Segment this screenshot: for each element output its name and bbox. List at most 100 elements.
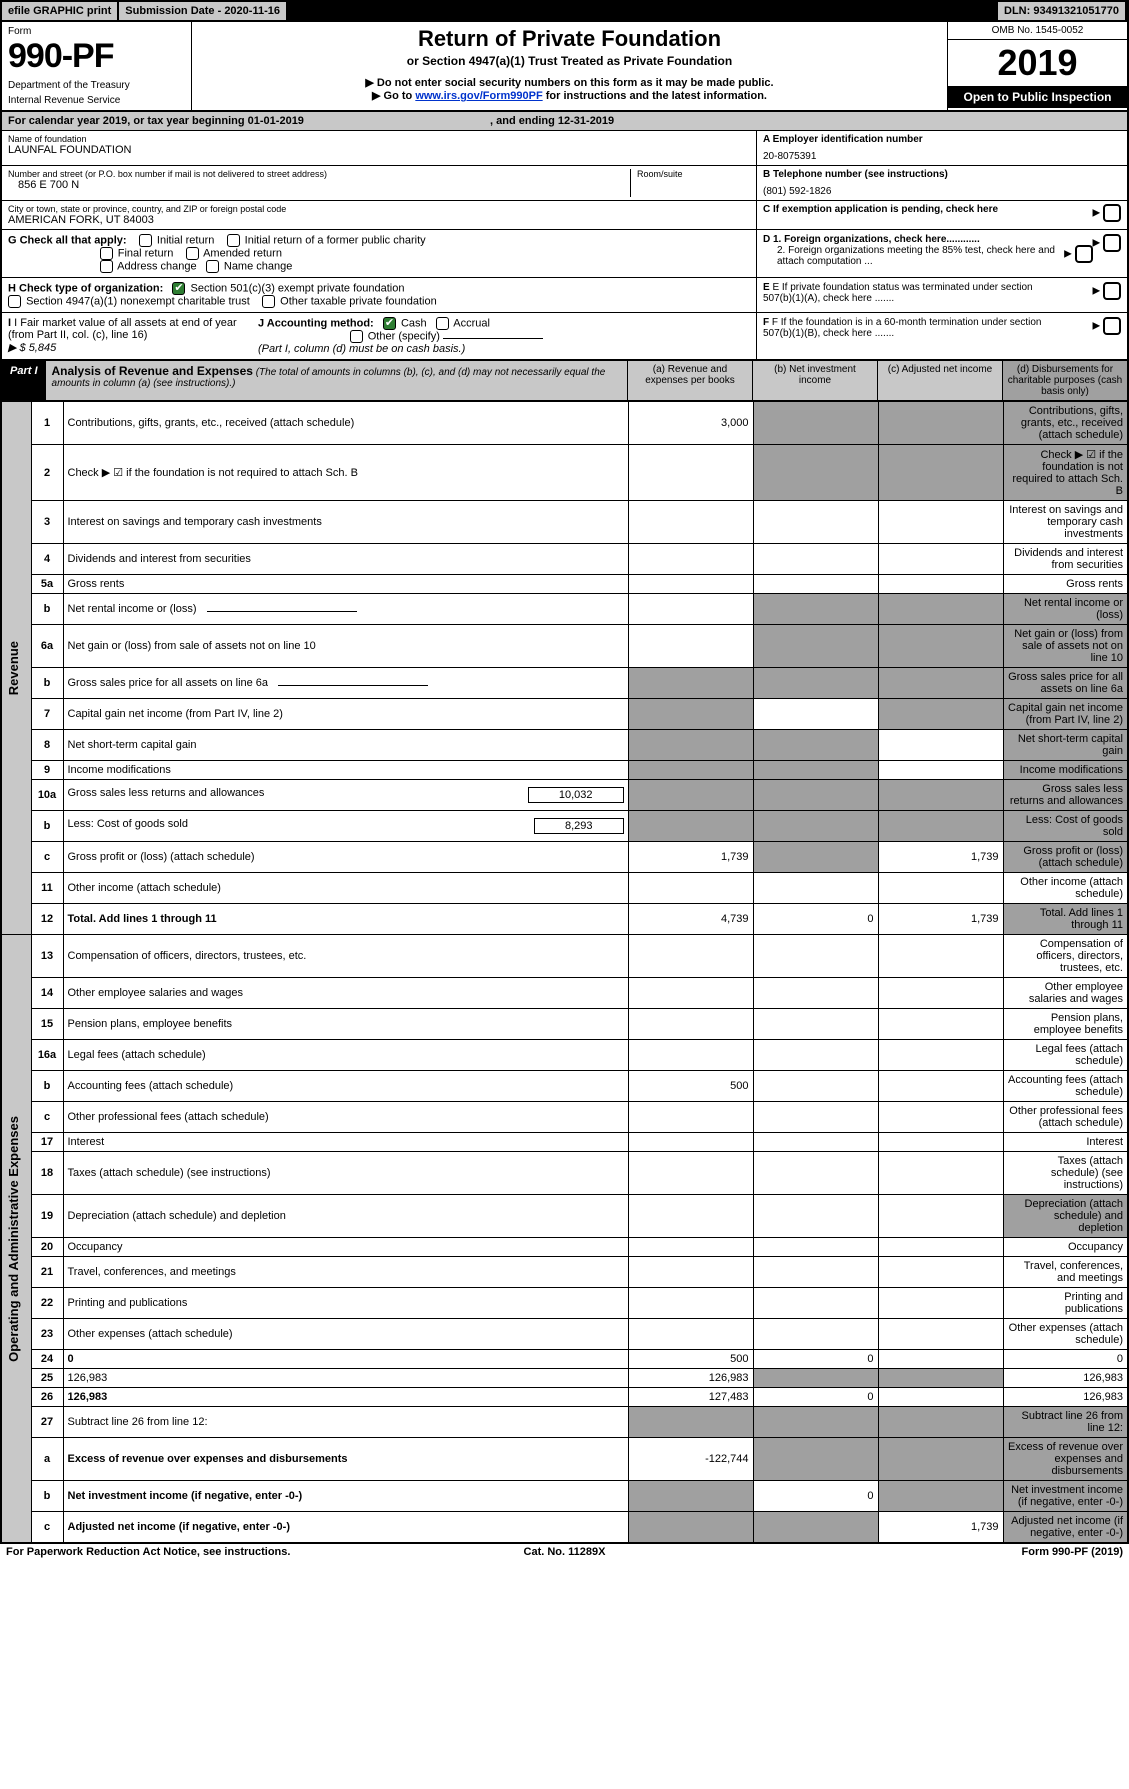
row-number: 11 [31,873,63,904]
form-note2: ▶ Go to www.irs.gov/Form990PF for instru… [202,89,937,102]
cell-b [753,1407,878,1438]
cell-d: Other employee salaries and wages [1003,978,1128,1009]
row-number: 4 [31,544,63,575]
table-row: bLess: Cost of goods sold8,293Less: Cost… [1,811,1128,842]
check-other-method[interactable] [350,330,363,343]
row-desc: Net gain or (loss) from sale of assets n… [63,625,628,668]
table-row: 26126,983127,4830126,983 [1,1388,1128,1407]
section-label: Revenue [1,402,31,935]
row-number: b [31,1071,63,1102]
cell-c [878,1288,1003,1319]
table-row: 20OccupancyOccupancy [1,1238,1128,1257]
row-desc: Adjusted net income (if negative, enter … [63,1512,628,1543]
row-desc: Subtract line 26 from line 12: [63,1407,628,1438]
cell-a [628,544,753,575]
cell-b [753,811,878,842]
cell-a [628,780,753,811]
cell-a [628,1009,753,1040]
check-c[interactable] [1103,204,1121,222]
ij-cell: I I Fair market value of all assets at e… [2,313,757,360]
table-row: 17InterestInterest [1,1133,1128,1152]
cell-a [628,1238,753,1257]
irs-link[interactable]: www.irs.gov/Form990PF [415,90,542,102]
col-b-header: (b) Net investment income [752,361,877,400]
check-initial-former[interactable] [227,234,240,247]
check-d1[interactable] [1103,234,1121,252]
table-row: 22Printing and publicationsPrinting and … [1,1288,1128,1319]
row-number: 22 [31,1288,63,1319]
table-row: cOther professional fees (attach schedul… [1,1102,1128,1133]
check-name-change[interactable] [206,260,219,273]
check-final-return[interactable] [100,247,113,260]
g-checks: G Check all that apply: Initial return I… [2,230,757,278]
cell-b [753,1040,878,1071]
cell-a [628,873,753,904]
cell-c [878,873,1003,904]
cell-b [753,761,878,780]
check-d2[interactable] [1075,245,1093,263]
cell-c [878,1238,1003,1257]
cell-a [628,1407,753,1438]
row-number: b [31,811,63,842]
row-desc: Net short-term capital gain [63,730,628,761]
row-number: 20 [31,1238,63,1257]
cell-c [878,1257,1003,1288]
check-other-taxable[interactable] [262,295,275,308]
row-number: 8 [31,730,63,761]
table-row: Operating and Administrative Expenses13C… [1,935,1128,978]
form-subtitle: or Section 4947(a)(1) Trust Treated as P… [202,54,937,68]
cell-a [628,1319,753,1350]
part1-label: Part I [2,361,46,400]
check-501c3[interactable] [172,282,185,295]
row-number: 7 [31,699,63,730]
cell-c [878,1319,1003,1350]
f-check: F F If the foundation is in a 60-month t… [757,313,1127,360]
footer-left: For Paperwork Reduction Act Notice, see … [6,1546,378,1558]
row-number: c [31,842,63,873]
check-address-change[interactable] [100,260,113,273]
cell-d: Printing and publications [1003,1288,1128,1319]
cell-d: Legal fees (attach schedule) [1003,1040,1128,1071]
row-number: c [31,1512,63,1543]
row-desc: Compensation of officers, directors, tru… [63,935,628,978]
row-desc: 126,983 [63,1369,628,1388]
cell-a [628,625,753,668]
cell-b [753,1288,878,1319]
table-row: 10aGross sales less returns and allowanc… [1,780,1128,811]
table-row: 5aGross rentsGross rents [1,575,1128,594]
row-desc: Interest on savings and temporary cash i… [63,501,628,544]
efile-label: efile GRAPHIC print [2,2,119,20]
cell-c [878,978,1003,1009]
cell-d: 126,983 [1003,1388,1128,1407]
row-desc: Gross sales price for all assets on line… [63,668,628,699]
footer-right: Form 990-PF (2019) [751,1546,1123,1558]
table-row: 24050000 [1,1350,1128,1369]
row-desc: Total. Add lines 1 through 11 [63,904,628,935]
cell-b [753,445,878,501]
top-bar: efile GRAPHIC print Submission Date - 20… [0,0,1129,22]
check-4947a1[interactable] [8,295,21,308]
check-initial-return[interactable] [139,234,152,247]
cell-b [753,1438,878,1481]
cell-d: Occupancy [1003,1238,1128,1257]
cell-d: 126,983 [1003,1369,1128,1388]
check-cash[interactable] [383,317,396,330]
city-cell: City or town, state or province, country… [2,201,757,230]
row-desc: Other professional fees (attach schedule… [63,1102,628,1133]
e-check: E E If private foundation status was ter… [757,278,1127,313]
check-row-g: G Check all that apply: Initial return I… [0,230,1129,278]
cell-d: Dividends and interest from securities [1003,544,1128,575]
header-right: OMB No. 1545-0052 2019 Open to Public In… [947,22,1127,110]
cell-d: Net gain or (loss) from sale of assets n… [1003,625,1128,668]
check-amended[interactable] [186,247,199,260]
cell-a [628,1257,753,1288]
check-f[interactable] [1103,317,1121,335]
table-row: 11Other income (attach schedule)Other in… [1,873,1128,904]
cell-b [753,1369,878,1388]
row-desc: 126,983 [63,1388,628,1407]
cell-a: 3,000 [628,402,753,445]
check-e[interactable] [1103,282,1121,300]
row-desc: Net rental income or (loss) [63,594,628,625]
cell-b [753,1512,878,1543]
check-accrual[interactable] [436,317,449,330]
